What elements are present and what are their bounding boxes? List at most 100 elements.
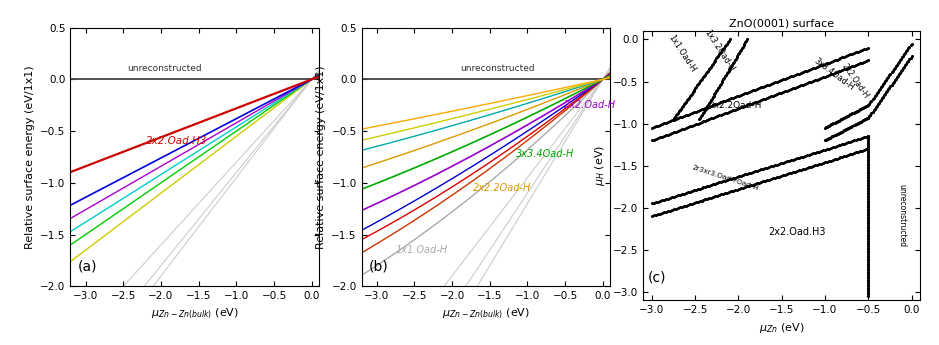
Point (772, 91, 787, 96)
Point (738, 172, 753, 177)
Point (861, 225, 876, 231)
Point (676, 204, 691, 209)
Point (838, 115, 853, 120)
Point (707, 58, 722, 64)
Point (797, 81, 812, 87)
Point (830, 131, 845, 137)
Point (866, 95, 881, 100)
Point (781, 75, 796, 80)
Point (821, 123, 836, 129)
Point (760, 82, 775, 88)
Point (859, 147, 874, 152)
Point (861, 143, 876, 149)
Point (734, 46, 749, 51)
Point (696, 197, 711, 203)
Point (714, 179, 729, 185)
Point (728, 175, 743, 180)
Point (790, 156, 805, 161)
Point (861, 164, 876, 170)
Point (779, 88, 794, 93)
Point (872, 98, 887, 104)
Point (749, 86, 764, 92)
Point (666, 207, 681, 212)
Point (725, 62, 740, 67)
Point (861, 259, 876, 265)
Point (801, 80, 816, 85)
Point (895, 55, 910, 60)
Point (685, 110, 700, 116)
Point (692, 80, 707, 86)
Point (861, 199, 876, 205)
Point (861, 146, 876, 152)
Point (739, 38, 754, 44)
Point (680, 202, 695, 208)
Point (861, 151, 876, 157)
Point (837, 128, 852, 133)
Point (720, 97, 735, 103)
Point (712, 52, 727, 57)
Point (861, 161, 876, 166)
Point (809, 77, 824, 82)
Point (837, 67, 852, 72)
Point (843, 139, 858, 145)
Point (740, 102, 755, 108)
Point (808, 65, 823, 70)
Point (880, 88, 895, 93)
Point (799, 80, 814, 86)
Point (875, 81, 890, 87)
Point (747, 169, 762, 174)
Point (731, 174, 747, 179)
Point (848, 109, 863, 115)
Point (864, 98, 879, 103)
Point (793, 83, 808, 88)
Text: (a): (a) (78, 260, 98, 274)
Point (821, 72, 836, 78)
Point (670, 205, 685, 211)
Point (793, 155, 808, 160)
Point (728, 56, 743, 61)
Point (856, 59, 871, 65)
Point (779, 171, 794, 177)
Point (656, 197, 671, 203)
Point (819, 125, 834, 130)
Point (716, 178, 731, 184)
Point (874, 83, 889, 88)
Point (849, 137, 864, 142)
Point (714, 112, 729, 118)
Point (828, 132, 843, 138)
Point (664, 195, 679, 200)
Point (861, 279, 876, 284)
Point (653, 198, 668, 204)
Point (685, 201, 700, 206)
Point (877, 92, 892, 98)
Point (737, 41, 752, 47)
X-axis label: $\mu_{Zn-Zn(bulk)}$ (eV): $\mu_{Zn-Zn(bulk)}$ (eV) (442, 307, 530, 321)
Point (693, 79, 708, 84)
Point (853, 48, 868, 53)
Text: unreconstructed: unreconstructed (898, 185, 907, 248)
Point (845, 111, 860, 116)
Point (861, 224, 876, 229)
Point (861, 270, 876, 276)
Point (887, 78, 902, 83)
Point (763, 93, 778, 99)
Point (713, 81, 728, 87)
Point (861, 235, 876, 240)
Point (700, 102, 716, 107)
Point (835, 55, 850, 60)
Point (667, 115, 682, 121)
Point (749, 168, 764, 174)
Point (713, 50, 728, 56)
Point (756, 97, 771, 102)
Point (656, 121, 671, 126)
Point (904, 53, 919, 59)
Text: 3x3.4Oad-H: 3x3.4Oad-H (812, 56, 855, 92)
Point (856, 147, 871, 153)
Point (715, 48, 730, 53)
Point (888, 76, 903, 81)
Point (861, 198, 876, 204)
Point (669, 193, 684, 199)
Point (861, 185, 876, 190)
Point (861, 256, 876, 262)
Point (744, 101, 759, 107)
